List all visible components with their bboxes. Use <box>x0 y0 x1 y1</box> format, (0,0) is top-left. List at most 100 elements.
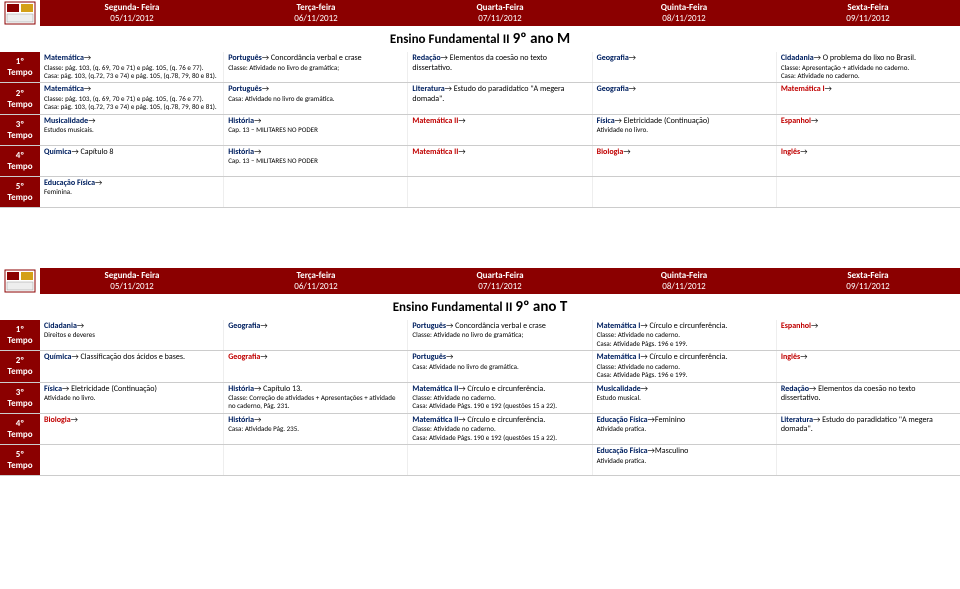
day-name: Quarta-Feira <box>412 270 588 281</box>
cell-extra-line: Estudo musical. <box>597 394 772 402</box>
cell-4-2 <box>408 445 592 475</box>
day-date: 05/11/2012 <box>44 13 220 24</box>
arrow-icon: → <box>640 321 647 331</box>
subject: Física <box>44 384 62 394</box>
subject-detail: Feminino <box>655 415 685 425</box>
period-word: Tempo <box>2 130 38 141</box>
day-header-3: Quinta-Feira08/11/2012 <box>592 268 776 294</box>
cell-4-4 <box>777 445 960 475</box>
cell-1-4: Matemática I→ <box>777 83 960 113</box>
arrow-icon: → <box>648 446 655 456</box>
cell-1-2: Literatura→ Estudo do paradidatico "A me… <box>408 83 592 113</box>
subject-detail: Círculo e circunferência. <box>466 384 546 394</box>
period-number: 3º <box>2 387 38 398</box>
arrow-icon: → <box>84 53 91 63</box>
arrow-icon: → <box>71 415 78 425</box>
day-name: Sexta-Feira <box>780 270 956 281</box>
school-logo-icon <box>4 269 36 293</box>
logo-cell <box>0 0 40 26</box>
period-number: 4º <box>2 150 38 161</box>
cell-0-3: Geografia→ <box>593 52 777 82</box>
period-label: 3ºTempo <box>0 115 40 145</box>
arrow-icon: → <box>254 147 261 157</box>
subject: Matemática II <box>412 384 458 394</box>
day-header-row: Segunda- Feira05/11/2012Terça-feira06/11… <box>0 268 960 294</box>
cell-4-1 <box>224 445 408 475</box>
schedule-root: Segunda- Feira05/11/2012Terça-feira06/11… <box>0 0 960 476</box>
arrow-icon: → <box>641 384 648 394</box>
cell-0-2: Português→ Concordância verbal e craseCl… <box>408 320 592 350</box>
day-header-2: Quarta-Feira07/11/2012 <box>408 0 592 26</box>
day-header-3: Quinta-Feira08/11/2012 <box>592 0 776 26</box>
cell-extra-line: Casa: Atividade no caderno. <box>781 72 956 80</box>
arrow-icon: → <box>254 415 261 425</box>
period-number: 5º <box>2 181 38 192</box>
cell-extra-line: Atividade pratica. <box>597 425 772 433</box>
cell-extra-line: Casa: pág. 103, (q.72, 73 e 74) e pág. 1… <box>44 103 219 111</box>
day-header-0: Segunda- Feira05/11/2012 <box>40 268 224 294</box>
subject: Português <box>412 321 446 331</box>
subject: Educação Física <box>597 446 648 456</box>
period-word: Tempo <box>2 398 38 409</box>
subject: Matemática <box>44 84 84 94</box>
cell-4-0 <box>40 445 224 475</box>
subject: Espanhol <box>781 321 811 331</box>
period-number: 4º <box>2 418 38 429</box>
cell-1-1: Português→Casa: Atividade no livro de gr… <box>224 83 408 113</box>
cell-extra-line: Cap. 13 – MILITARES NO PODER <box>228 157 403 165</box>
subject: Musicalidade <box>597 384 641 394</box>
day-date: 08/11/2012 <box>596 13 772 24</box>
day-name: Quarta-Feira <box>412 2 588 13</box>
arrow-icon: → <box>615 116 622 126</box>
cell-extra-line: Casa: Atividade no livro de gramática. <box>228 95 403 103</box>
periods: 1ºTempoCidadania→Direitos e deveresGeogr… <box>0 320 960 477</box>
period-row-2: 3ºTempoMusicalidade→Estudos musicais.His… <box>0 115 960 146</box>
period-number: 3º <box>2 119 38 130</box>
subject: Matemática II <box>412 116 458 126</box>
arrow-icon: → <box>77 321 84 331</box>
cell-extra-line: Atividade pratica. <box>597 457 772 465</box>
period-word: Tempo <box>2 67 38 78</box>
period-label: 2ºTempo <box>0 351 40 381</box>
subject: Química <box>44 147 71 157</box>
day-header-4: Sexta-Feira09/11/2012 <box>776 0 960 26</box>
cell-0-3: Matemática I→ Círculo e circunferência.C… <box>593 320 777 350</box>
cell-3-4: Literatura→ Estudo do paradidatico "A me… <box>777 414 960 444</box>
cell-3-1: História→Cap. 13 – MILITARES NO PODER <box>224 146 408 176</box>
subject: Educação Física <box>597 415 648 425</box>
cell-4-4 <box>777 177 960 207</box>
period-number: 5º <box>2 449 38 460</box>
subject: Matemática II <box>412 147 458 157</box>
day-date: 09/11/2012 <box>780 13 956 24</box>
title-main: 9º ano T <box>515 298 567 316</box>
arrow-icon: → <box>623 147 630 157</box>
arrow-icon: → <box>441 53 448 63</box>
subject-detail: Concordância verbal e crase <box>269 53 362 63</box>
arrow-icon: → <box>800 352 807 362</box>
cell-2-4: Redação→ Elementos da coesão no texto di… <box>777 383 960 413</box>
cell-2-0: Física→ Eletricidade (Continuação)Ativid… <box>40 383 224 413</box>
subject-detail: Classificação dos ácidos e bases. <box>79 352 185 362</box>
arrow-icon: → <box>629 84 636 94</box>
period-word: Tempo <box>2 429 38 440</box>
day-name: Quinta-Feira <box>596 2 772 13</box>
day-header-0: Segunda- Feira05/11/2012 <box>40 0 224 26</box>
arrow-icon: → <box>648 415 655 425</box>
cell-3-0: Química→ Capítulo 8 <box>40 146 224 176</box>
cell-2-3: Física→ Eletricidade (Continuação)Ativid… <box>593 115 777 145</box>
cell-0-2: Redação→ Elementos da coesão no texto di… <box>408 52 592 82</box>
title-prefix: Ensino Fundamental II <box>393 300 516 315</box>
arrow-icon: → <box>811 116 818 126</box>
cell-3-2: Matemática II→ <box>408 146 592 176</box>
subject: História <box>228 384 254 394</box>
day-name: Segunda- Feira <box>44 270 220 281</box>
cell-0-1: Português→ Concordância verbal e craseCl… <box>224 52 408 82</box>
arrow-icon: → <box>260 352 267 362</box>
arrow-icon: → <box>84 84 91 94</box>
period-word: Tempo <box>2 366 38 377</box>
day-header-1: Terça-feira06/11/2012 <box>224 268 408 294</box>
arrow-icon: → <box>825 84 832 94</box>
period-word: Tempo <box>2 192 38 203</box>
subject: Geografia <box>228 321 260 331</box>
day-date: 05/11/2012 <box>44 281 220 292</box>
